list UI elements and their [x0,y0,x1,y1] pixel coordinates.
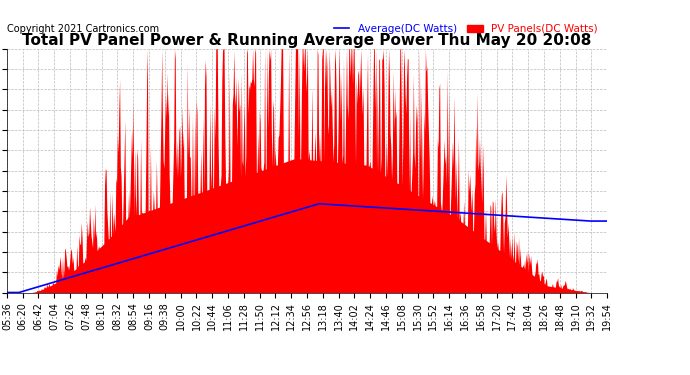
Legend: Average(DC Watts), PV Panels(DC Watts): Average(DC Watts), PV Panels(DC Watts) [330,20,602,38]
Title: Total PV Panel Power & Running Average Power Thu May 20 20:08: Total PV Panel Power & Running Average P… [22,33,592,48]
Text: Copyright 2021 Cartronics.com: Copyright 2021 Cartronics.com [7,24,159,34]
